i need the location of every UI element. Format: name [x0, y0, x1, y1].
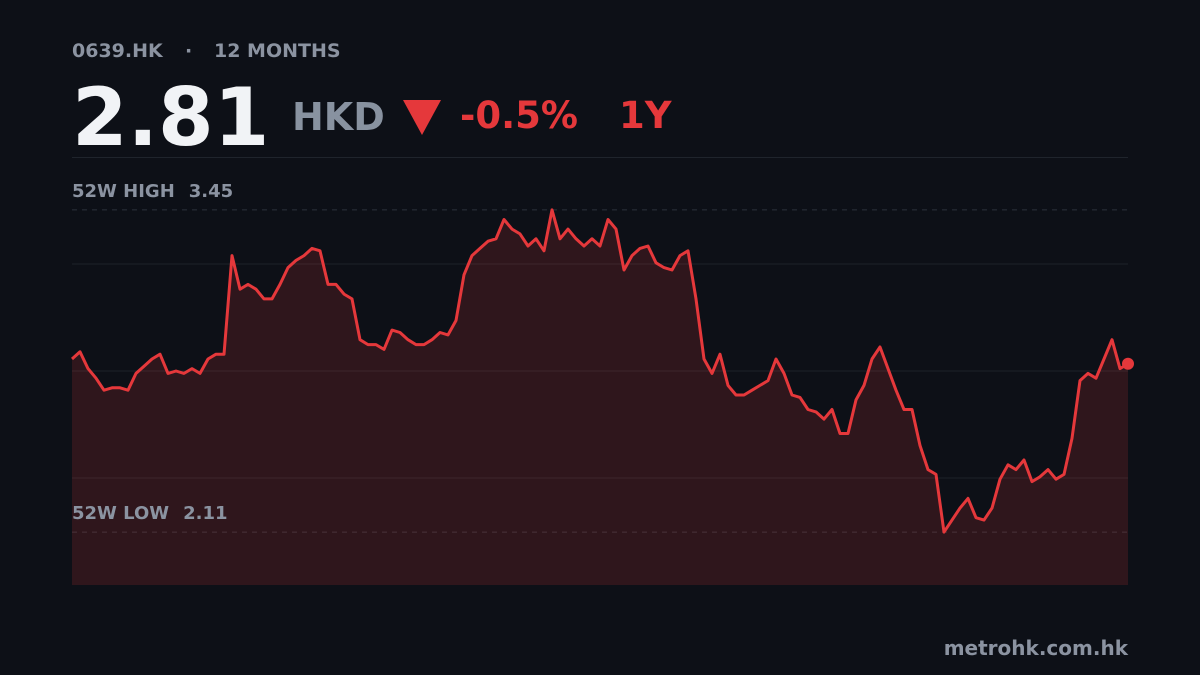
plot: 52W HIGH 3.45 52W LOW 2.11	[70, 181, 1134, 585]
separator: ·	[185, 40, 192, 62]
low-label: 52W LOW	[72, 503, 169, 524]
period: 12 MONTHS	[214, 40, 341, 62]
price-line	[70, 208, 1129, 534]
last-point	[1122, 357, 1134, 370]
ticker: 0639.HK	[72, 40, 164, 62]
area	[72, 209, 1128, 585]
down-arrow	[403, 100, 441, 135]
range: 1Y	[619, 94, 673, 137]
high-label: 52W HIGH	[72, 181, 175, 202]
price: 2.81	[72, 71, 269, 164]
low-value: 2.11	[183, 503, 227, 524]
change: -0.5%	[460, 94, 578, 137]
footer: metrohk.com.hk	[944, 636, 1129, 660]
currency: HKD	[292, 95, 385, 139]
high-value: 3.45	[189, 181, 233, 202]
